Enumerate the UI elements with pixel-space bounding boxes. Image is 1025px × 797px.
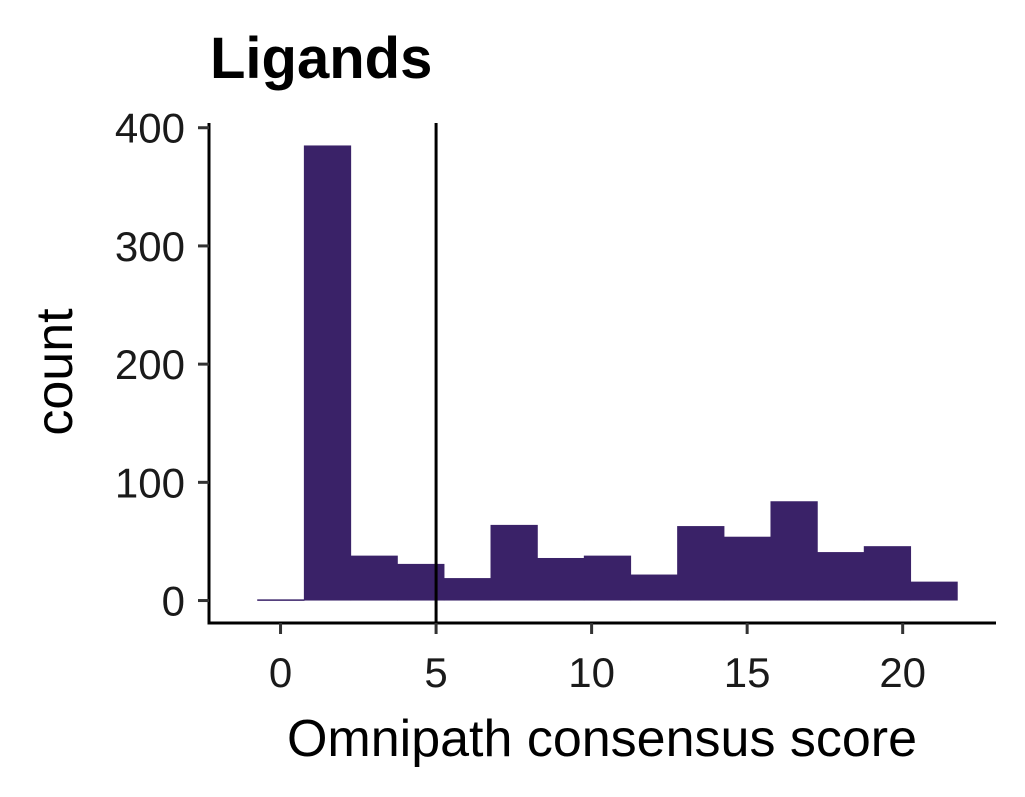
chart-title-group: Ligands — [210, 26, 432, 91]
x-axis-title: Omnipath consensus score — [287, 710, 917, 768]
histogram-bar — [677, 526, 725, 601]
x-tick-label: 20 — [879, 649, 926, 696]
histogram-bar — [817, 552, 865, 601]
histogram-bar — [443, 578, 492, 601]
y-axis-ticks: 0 100 200 300 400 — [115, 105, 209, 625]
y-tick-label: 100 — [115, 459, 185, 506]
x-tick-label: 10 — [568, 649, 615, 696]
histogram-bar — [583, 555, 632, 601]
x-tick-label: 5 — [424, 649, 447, 696]
histogram-bar — [723, 536, 772, 601]
y-tick-label: 300 — [115, 223, 185, 270]
y-tick-label: 0 — [162, 578, 185, 625]
histogram-bar — [303, 145, 352, 601]
x-tick-label: 15 — [724, 649, 771, 696]
histogram-bar — [490, 524, 538, 601]
x-axis-ticks: 0 5 10 15 20 — [269, 623, 926, 696]
histogram-bar — [537, 557, 585, 601]
histogram-bar — [350, 555, 398, 601]
histogram-bar — [863, 546, 912, 601]
histogram-bar — [910, 581, 958, 601]
chart-title: Ligands — [210, 26, 432, 91]
histogram-bar — [770, 501, 818, 601]
histogram-bar — [630, 574, 678, 601]
y-tick-label: 400 — [115, 105, 185, 152]
histogram-bars — [257, 145, 958, 601]
histogram-bar — [257, 599, 305, 601]
axes — [207, 123, 996, 625]
y-axis-title: count — [26, 308, 84, 436]
y-tick-label: 200 — [115, 341, 185, 388]
x-tick-label: 0 — [269, 649, 292, 696]
